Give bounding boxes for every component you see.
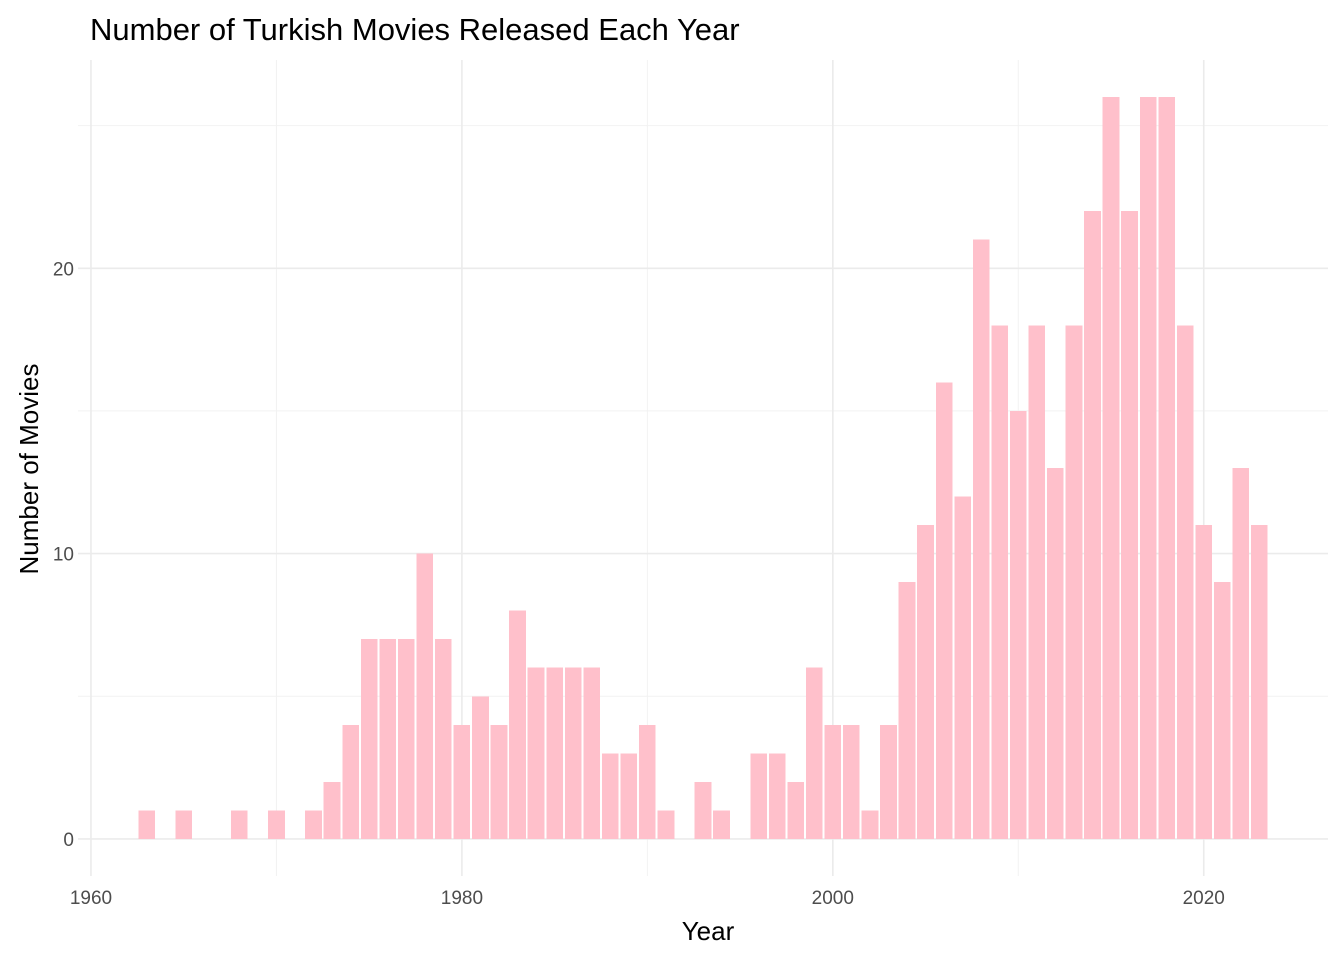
bar-1976 <box>379 639 397 839</box>
bar-2023 <box>1251 525 1268 839</box>
y-tick-label: 0 <box>63 830 74 851</box>
bar-1963 <box>138 810 155 839</box>
bar-1974 <box>342 724 359 839</box>
bar-2019 <box>1176 325 1194 839</box>
bar-2010 <box>1009 410 1027 839</box>
bar-1987 <box>583 667 601 839</box>
bar-2016 <box>1121 211 1138 839</box>
bar-1990 <box>639 724 656 839</box>
bar-1988 <box>601 753 619 839</box>
bar-2006 <box>935 382 953 839</box>
bar-1973 <box>323 781 341 839</box>
bar-1997 <box>768 753 786 839</box>
bar-2022 <box>1232 468 1250 839</box>
x-tick-label: 1960 <box>70 888 112 909</box>
x-tick-label: 1980 <box>441 888 483 909</box>
bar-2009 <box>991 325 1009 839</box>
bar-2002 <box>861 810 879 839</box>
bar-1979 <box>435 639 452 839</box>
bar-1996 <box>750 753 767 839</box>
bar-1968 <box>231 810 248 839</box>
bar-1978 <box>416 553 434 839</box>
y-axis-ticks: 0 10 20 <box>53 259 74 851</box>
bar-1994 <box>713 810 730 839</box>
bar-1985 <box>546 667 563 839</box>
bar-1977 <box>397 639 415 839</box>
bar-1998 <box>787 781 805 839</box>
bar-1972 <box>305 810 322 839</box>
y-tick-label: 20 <box>53 259 74 280</box>
bar-2013 <box>1065 325 1083 839</box>
bar-2018 <box>1158 97 1175 839</box>
x-tick-label: 2020 <box>1183 888 1225 909</box>
bar-2005 <box>917 525 934 839</box>
bar-1982 <box>490 724 508 839</box>
bar-2017 <box>1139 97 1157 839</box>
bar-1975 <box>360 639 378 839</box>
bar-2011 <box>1028 325 1046 839</box>
bar-1984 <box>527 667 545 839</box>
bar-2004 <box>898 582 916 839</box>
bar-2000 <box>824 724 842 839</box>
x-tick-label: 2000 <box>812 888 854 909</box>
bar-1970 <box>268 810 285 839</box>
bar-2014 <box>1084 211 1101 839</box>
bar-2015 <box>1102 97 1120 839</box>
bar-2001 <box>843 724 860 839</box>
x-axis-ticks: 1960 1980 2000 2020 <box>70 888 1225 909</box>
bar-1983 <box>509 610 526 839</box>
y-axis-title: Number of Movies <box>14 364 44 575</box>
chart-title: Number of Turkish Movies Released Each Y… <box>90 12 740 47</box>
bar-2020 <box>1195 525 1213 839</box>
bar-1986 <box>564 667 582 839</box>
bar-1965 <box>175 810 193 839</box>
bar-2003 <box>880 724 897 839</box>
bars <box>138 97 1268 839</box>
bar-1989 <box>620 753 638 839</box>
bar-2008 <box>972 239 990 839</box>
bar-1991 <box>657 810 675 839</box>
bar-1993 <box>694 781 712 839</box>
bar-2007 <box>954 496 971 839</box>
bar-1999 <box>805 667 823 839</box>
bar-1981 <box>472 696 489 839</box>
bar-2012 <box>1047 468 1064 839</box>
bar-2021 <box>1213 582 1231 839</box>
y-tick-label: 10 <box>53 545 74 566</box>
x-axis-title: Year <box>682 916 735 946</box>
bar-1980 <box>453 724 471 839</box>
